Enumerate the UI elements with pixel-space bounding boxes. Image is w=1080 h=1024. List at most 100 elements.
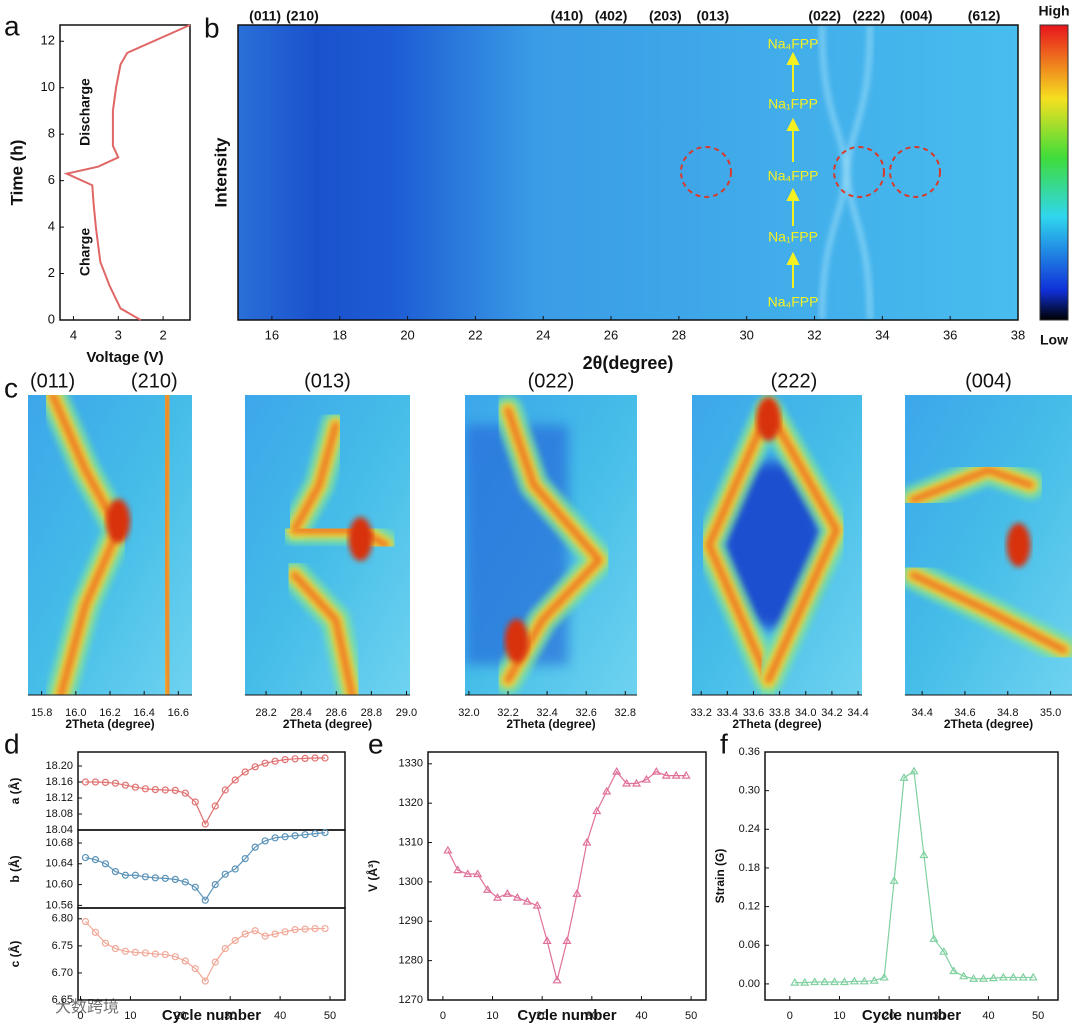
x-tick-label: 32.8 xyxy=(615,707,636,719)
marker xyxy=(919,850,929,859)
marker xyxy=(111,944,120,953)
surface-ridge xyxy=(162,395,173,695)
x-tick-label: 34.2 xyxy=(821,707,842,719)
peak-label: (410) xyxy=(551,8,584,24)
y-tick-label: 6.80 xyxy=(52,913,73,925)
x-tick-label: 28 xyxy=(672,327,686,342)
marker xyxy=(800,977,810,986)
marker xyxy=(321,924,329,933)
phase-arrows xyxy=(786,51,800,288)
x-tick-label: 20 xyxy=(174,1010,186,1022)
surface-peak xyxy=(504,619,529,663)
panel-letter: c xyxy=(4,372,18,403)
peak-label: (203) xyxy=(649,8,682,24)
marker xyxy=(141,949,149,957)
marker xyxy=(859,976,869,985)
y-tick-label: 0.06 xyxy=(739,939,760,951)
y-tick-label: 18.08 xyxy=(45,808,73,820)
marker xyxy=(211,958,219,966)
peak-label: (004) xyxy=(900,8,933,24)
y-tick-label: 6.75 xyxy=(52,940,73,952)
x-tick-label: 50 xyxy=(1032,1010,1044,1022)
marker xyxy=(321,828,329,837)
marker xyxy=(201,896,209,904)
phase-label: Na₄FPP xyxy=(768,168,819,184)
x-tick-label: 50 xyxy=(324,1010,336,1022)
surface-peak xyxy=(106,499,131,543)
x-tick-label: 4 xyxy=(70,327,77,342)
marker xyxy=(281,833,289,841)
marker xyxy=(1008,972,1018,981)
marker xyxy=(502,889,512,897)
marker xyxy=(909,766,919,775)
x-tick-label: 40 xyxy=(274,1010,286,1022)
y-tick-label: 18.16 xyxy=(45,776,73,788)
x-tick-label: 33.8 xyxy=(769,707,790,719)
plot-frame xyxy=(764,751,1059,1001)
x-tick-label: 34 xyxy=(875,327,889,342)
arrow-head xyxy=(786,187,800,201)
marker xyxy=(572,889,582,897)
marker xyxy=(899,773,909,781)
x-tick-label: 32.6 xyxy=(575,707,596,719)
marker xyxy=(211,802,219,810)
marker xyxy=(889,876,899,884)
series-line xyxy=(447,770,687,981)
peak-label: (013) xyxy=(696,8,729,24)
x-tick-label: 10 xyxy=(833,1010,845,1022)
x-tick-label: 24 xyxy=(536,327,550,342)
series-line xyxy=(85,832,326,902)
x-tick-label: 32.4 xyxy=(536,707,557,719)
marker xyxy=(311,924,319,933)
marker xyxy=(1028,972,1038,981)
phase-label: Na₄FPP xyxy=(768,294,819,310)
marker xyxy=(111,779,120,787)
marker xyxy=(231,865,239,873)
surface xyxy=(465,395,637,695)
marker xyxy=(131,871,139,879)
x-tick-label: 28.6 xyxy=(326,707,347,719)
marker xyxy=(141,873,149,881)
x-tick-label: 30 xyxy=(586,1010,598,1022)
marker xyxy=(939,946,949,955)
marker xyxy=(473,869,483,878)
x-axis-label: 2Theta (degree) xyxy=(65,717,154,731)
marker xyxy=(131,948,139,956)
phase-label: Na₁FPP xyxy=(768,96,818,112)
series-line xyxy=(63,24,191,321)
y-tick-label: 18.12 xyxy=(45,792,73,804)
marker xyxy=(191,883,199,891)
x-tick-label: 50 xyxy=(685,1010,697,1022)
surface-ridge xyxy=(765,406,840,684)
x-tick-label: 40 xyxy=(982,1010,994,1022)
marker xyxy=(211,880,219,889)
marker xyxy=(592,806,602,815)
peak-label: (612) xyxy=(968,8,1001,24)
y-axis-label: a (Å) xyxy=(7,778,22,805)
surface xyxy=(245,395,410,695)
x-tick-label: 34.0 xyxy=(795,707,816,719)
y-tick-label: 18.04 xyxy=(45,824,73,836)
surface-ridge xyxy=(705,406,772,684)
marker xyxy=(810,977,820,986)
marker xyxy=(602,786,612,795)
surface-ridge xyxy=(504,406,603,684)
surface-ridge xyxy=(291,571,356,695)
marker xyxy=(241,854,249,863)
panel-letter: b xyxy=(204,12,220,43)
marker xyxy=(161,950,169,959)
x-tick-label: 35.0 xyxy=(1040,707,1061,719)
arrow-head xyxy=(786,251,800,265)
marker xyxy=(949,966,959,975)
y-tick-label: 12 xyxy=(41,33,55,48)
y-tick-label: 0.18 xyxy=(739,862,760,874)
marker xyxy=(321,754,329,762)
plot-frame xyxy=(77,751,346,831)
marker xyxy=(181,878,189,886)
marker xyxy=(929,934,939,942)
marker xyxy=(582,837,592,846)
marker xyxy=(311,830,319,838)
marker xyxy=(301,831,309,839)
marker xyxy=(201,977,209,985)
